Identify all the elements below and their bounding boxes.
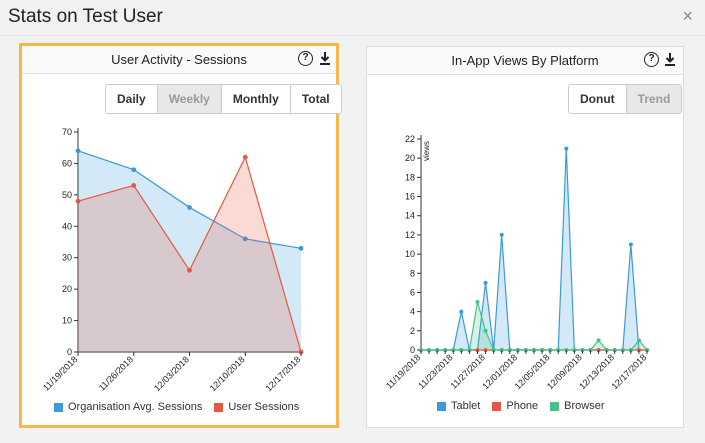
sessions-chart: 0 10 20 30 40 50 60 70 11/19/2018 11/26/2018 12/03… xyxy=(41,127,304,393)
data-point xyxy=(499,232,504,237)
data-point xyxy=(75,148,81,154)
tab-daily[interactable]: Daily xyxy=(106,85,158,113)
views-panel-header: In-App Views By Platform ? xyxy=(367,47,683,75)
y-tick-label: 40 xyxy=(62,221,72,231)
y-tick-label: 6 xyxy=(410,287,415,297)
y-tick-label: 18 xyxy=(405,172,415,182)
data-point xyxy=(131,167,137,173)
y-tick-label: 14 xyxy=(405,211,415,221)
x-tick-label: 12/17/2018 xyxy=(263,354,302,393)
data-point xyxy=(187,205,192,210)
series-area xyxy=(421,302,647,350)
series-area xyxy=(421,148,647,350)
y-tick-label: 60 xyxy=(62,158,72,168)
data-point xyxy=(75,198,81,204)
y-tick-label: 20 xyxy=(62,284,72,294)
y-tick-label: 8 xyxy=(410,268,415,278)
data-point xyxy=(628,242,633,247)
legend-label: Tablet xyxy=(451,400,481,412)
legend-label: User Sessions xyxy=(228,401,300,413)
tab-trend[interactable]: Trend xyxy=(626,85,682,113)
y-tick-label: 2 xyxy=(410,326,415,336)
y-axis-label: views xyxy=(422,141,431,161)
views-panel-title: In-App Views By Platform xyxy=(451,53,599,68)
tab-monthly[interactable]: Monthly xyxy=(221,85,291,113)
data-point xyxy=(483,328,488,333)
y-tick-label: 20 xyxy=(405,153,415,163)
y-tick-label: 0 xyxy=(410,345,415,355)
legend-label: Browser xyxy=(564,400,605,412)
data-point xyxy=(298,245,304,251)
legend-label: Organisation Avg. Sessions xyxy=(68,401,203,413)
y-tick-label: 0 xyxy=(67,347,72,357)
legend-swatch xyxy=(54,402,63,412)
sessions-panel[interactable]: User Activity - Sessions ? Daily Weekly … xyxy=(19,43,342,428)
y-tick-label: 50 xyxy=(62,190,72,200)
x-tick-label: 12/10/2018 xyxy=(208,354,247,393)
download-icon[interactable] xyxy=(664,52,676,67)
legend-item-user-sessions[interactable]: User Sessions xyxy=(214,401,299,413)
data-point xyxy=(596,338,601,343)
help-icon[interactable]: ? xyxy=(644,52,659,67)
data-point xyxy=(187,267,192,273)
dialog-title: Stats on Test User xyxy=(8,6,163,27)
x-tick-label: 12/03/2018 xyxy=(152,354,191,393)
data-point xyxy=(242,236,248,242)
y-tick-label: 10 xyxy=(405,249,415,259)
data-point xyxy=(459,309,464,314)
legend-item-phone[interactable]: Phone xyxy=(492,400,538,412)
views-legend: Tablet Phone Browser xyxy=(437,400,605,412)
sessions-legend: Organisation Avg. Sessions User Sessions xyxy=(54,401,299,413)
series-area xyxy=(78,150,301,352)
legend-item-org-avg[interactable]: Organisation Avg. Sessions xyxy=(54,401,202,413)
tab-total[interactable]: Total xyxy=(290,85,341,113)
views-mode-toggle: Donut Trend xyxy=(568,84,683,114)
y-tick-label: 70 xyxy=(62,127,72,137)
y-tick-label: 16 xyxy=(405,192,415,202)
sessions-period-toggle: Daily Weekly Monthly Total xyxy=(105,84,342,114)
series-line xyxy=(421,148,647,351)
legend-label: Phone xyxy=(506,400,539,412)
y-tick-label: 22 xyxy=(405,134,415,144)
data-point xyxy=(131,183,137,188)
x-tick-label: 12/17/2018 xyxy=(609,352,648,391)
data-point xyxy=(564,146,569,151)
views-chart: 0246810121416182022views11/19/201811/23/… xyxy=(384,134,649,391)
y-tick-label: 10 xyxy=(62,316,72,326)
data-point xyxy=(483,280,488,285)
y-tick-label: 4 xyxy=(410,307,415,317)
dialog-header: Stats on Test User × xyxy=(0,0,705,36)
legend-swatch xyxy=(550,401,560,411)
x-tick-label: 11/26/2018 xyxy=(97,354,135,392)
series-area xyxy=(78,157,301,352)
legend-item-browser[interactable]: Browser xyxy=(550,400,605,412)
close-icon[interactable]: × xyxy=(682,6,693,26)
help-icon[interactable]: ? xyxy=(298,51,313,66)
legend-item-tablet[interactable]: Tablet xyxy=(437,400,480,412)
data-point xyxy=(475,300,480,305)
data-point xyxy=(242,154,248,160)
data-point xyxy=(636,338,641,343)
legend-swatch xyxy=(214,402,224,412)
views-panel[interactable]: In-App Views By Platform ? Donut Trend 0… xyxy=(366,46,684,428)
sessions-panel-header: User Activity - Sessions ? xyxy=(22,46,336,74)
legend-swatch xyxy=(492,401,502,411)
legend-swatch xyxy=(437,401,446,411)
sessions-panel-title: User Activity - Sessions xyxy=(111,52,247,67)
x-tick-label: 11/19/2018 xyxy=(41,354,79,392)
download-icon[interactable] xyxy=(319,51,331,66)
y-tick-label: 30 xyxy=(62,253,72,263)
tab-donut[interactable]: Donut xyxy=(569,85,627,113)
tab-weekly[interactable]: Weekly xyxy=(157,85,222,113)
y-tick-label: 12 xyxy=(405,230,415,240)
